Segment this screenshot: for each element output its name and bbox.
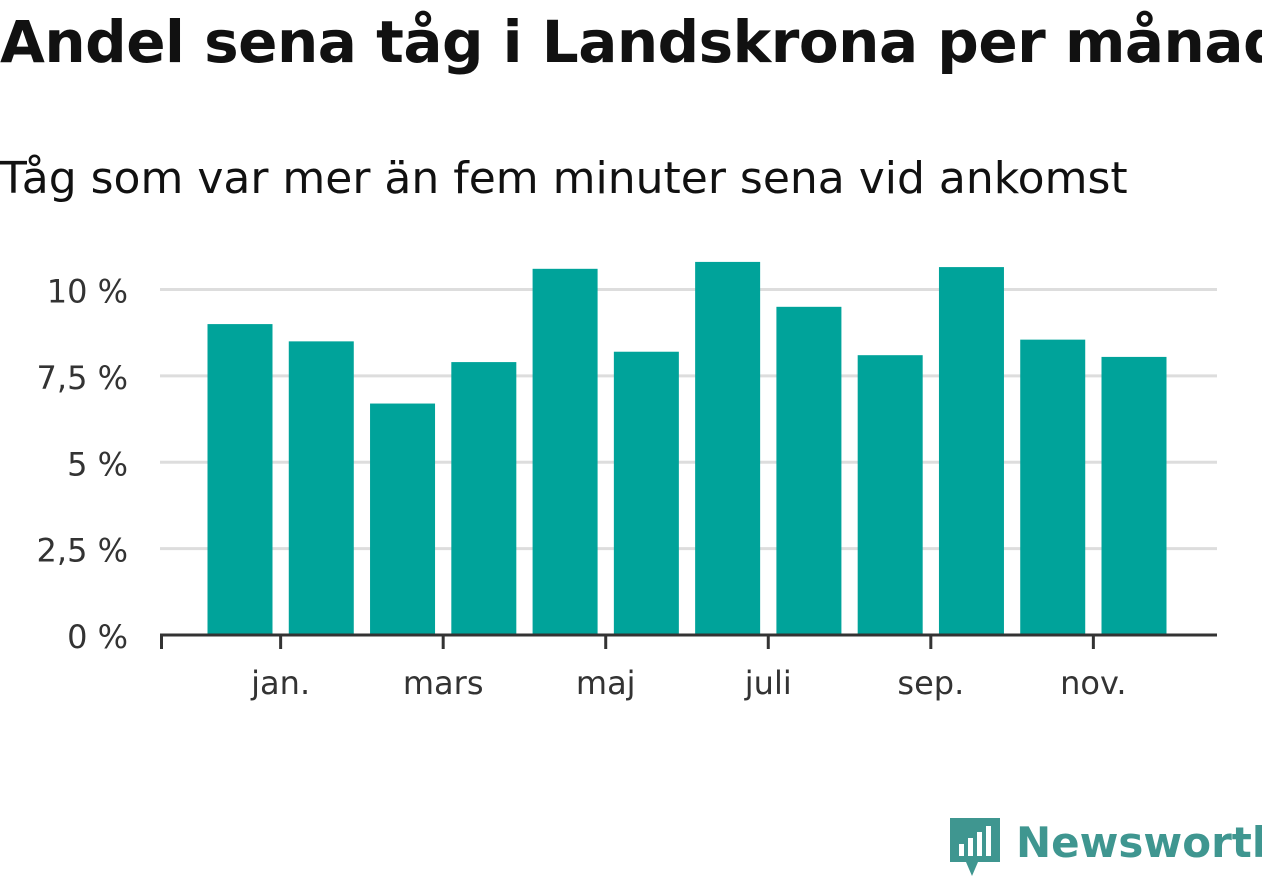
- axes: 0 % 2,5 % 5 % 7,5 % 10 % jan. mars maj juli sep. n…: [37, 273, 1217, 702]
- bar: [857, 355, 923, 635]
- newsworthy-logo-icon: [950, 818, 1000, 876]
- bar: [207, 324, 273, 635]
- x-tick-label: jan.: [250, 664, 310, 702]
- bar: [695, 261, 761, 635]
- y-tick-label: 2,5 %: [37, 532, 128, 570]
- x-tick-label: juli: [744, 664, 792, 702]
- bar: [532, 268, 598, 635]
- bar: [1101, 356, 1167, 635]
- y-tick-label: 7,5 %: [37, 359, 128, 397]
- y-tick-label: 0 %: [67, 618, 128, 656]
- bar: [938, 267, 1004, 635]
- brand-name: Newsworthy: [1016, 818, 1262, 867]
- x-tick-label: sep.: [897, 664, 964, 702]
- bar: [288, 341, 354, 635]
- x-tick-label: maj: [576, 664, 636, 702]
- bar: [776, 306, 842, 635]
- bar: [451, 362, 517, 635]
- chart-title: Andel sena tåg i Landskrona per månad: [0, 8, 1262, 76]
- x-tick-label: mars: [403, 664, 484, 702]
- bar: [370, 403, 436, 635]
- y-tick-label: 5 %: [67, 445, 128, 483]
- bar: [1020, 339, 1086, 635]
- chart-subtitle: Tåg som var mer än fem minuter sena vid …: [0, 153, 1128, 204]
- y-tick-label: 10 %: [47, 273, 128, 311]
- brand-logo: Newsworthy: [950, 818, 1262, 880]
- x-tick-label: nov.: [1060, 664, 1126, 702]
- bar: [613, 351, 679, 635]
- bars: [207, 261, 1167, 635]
